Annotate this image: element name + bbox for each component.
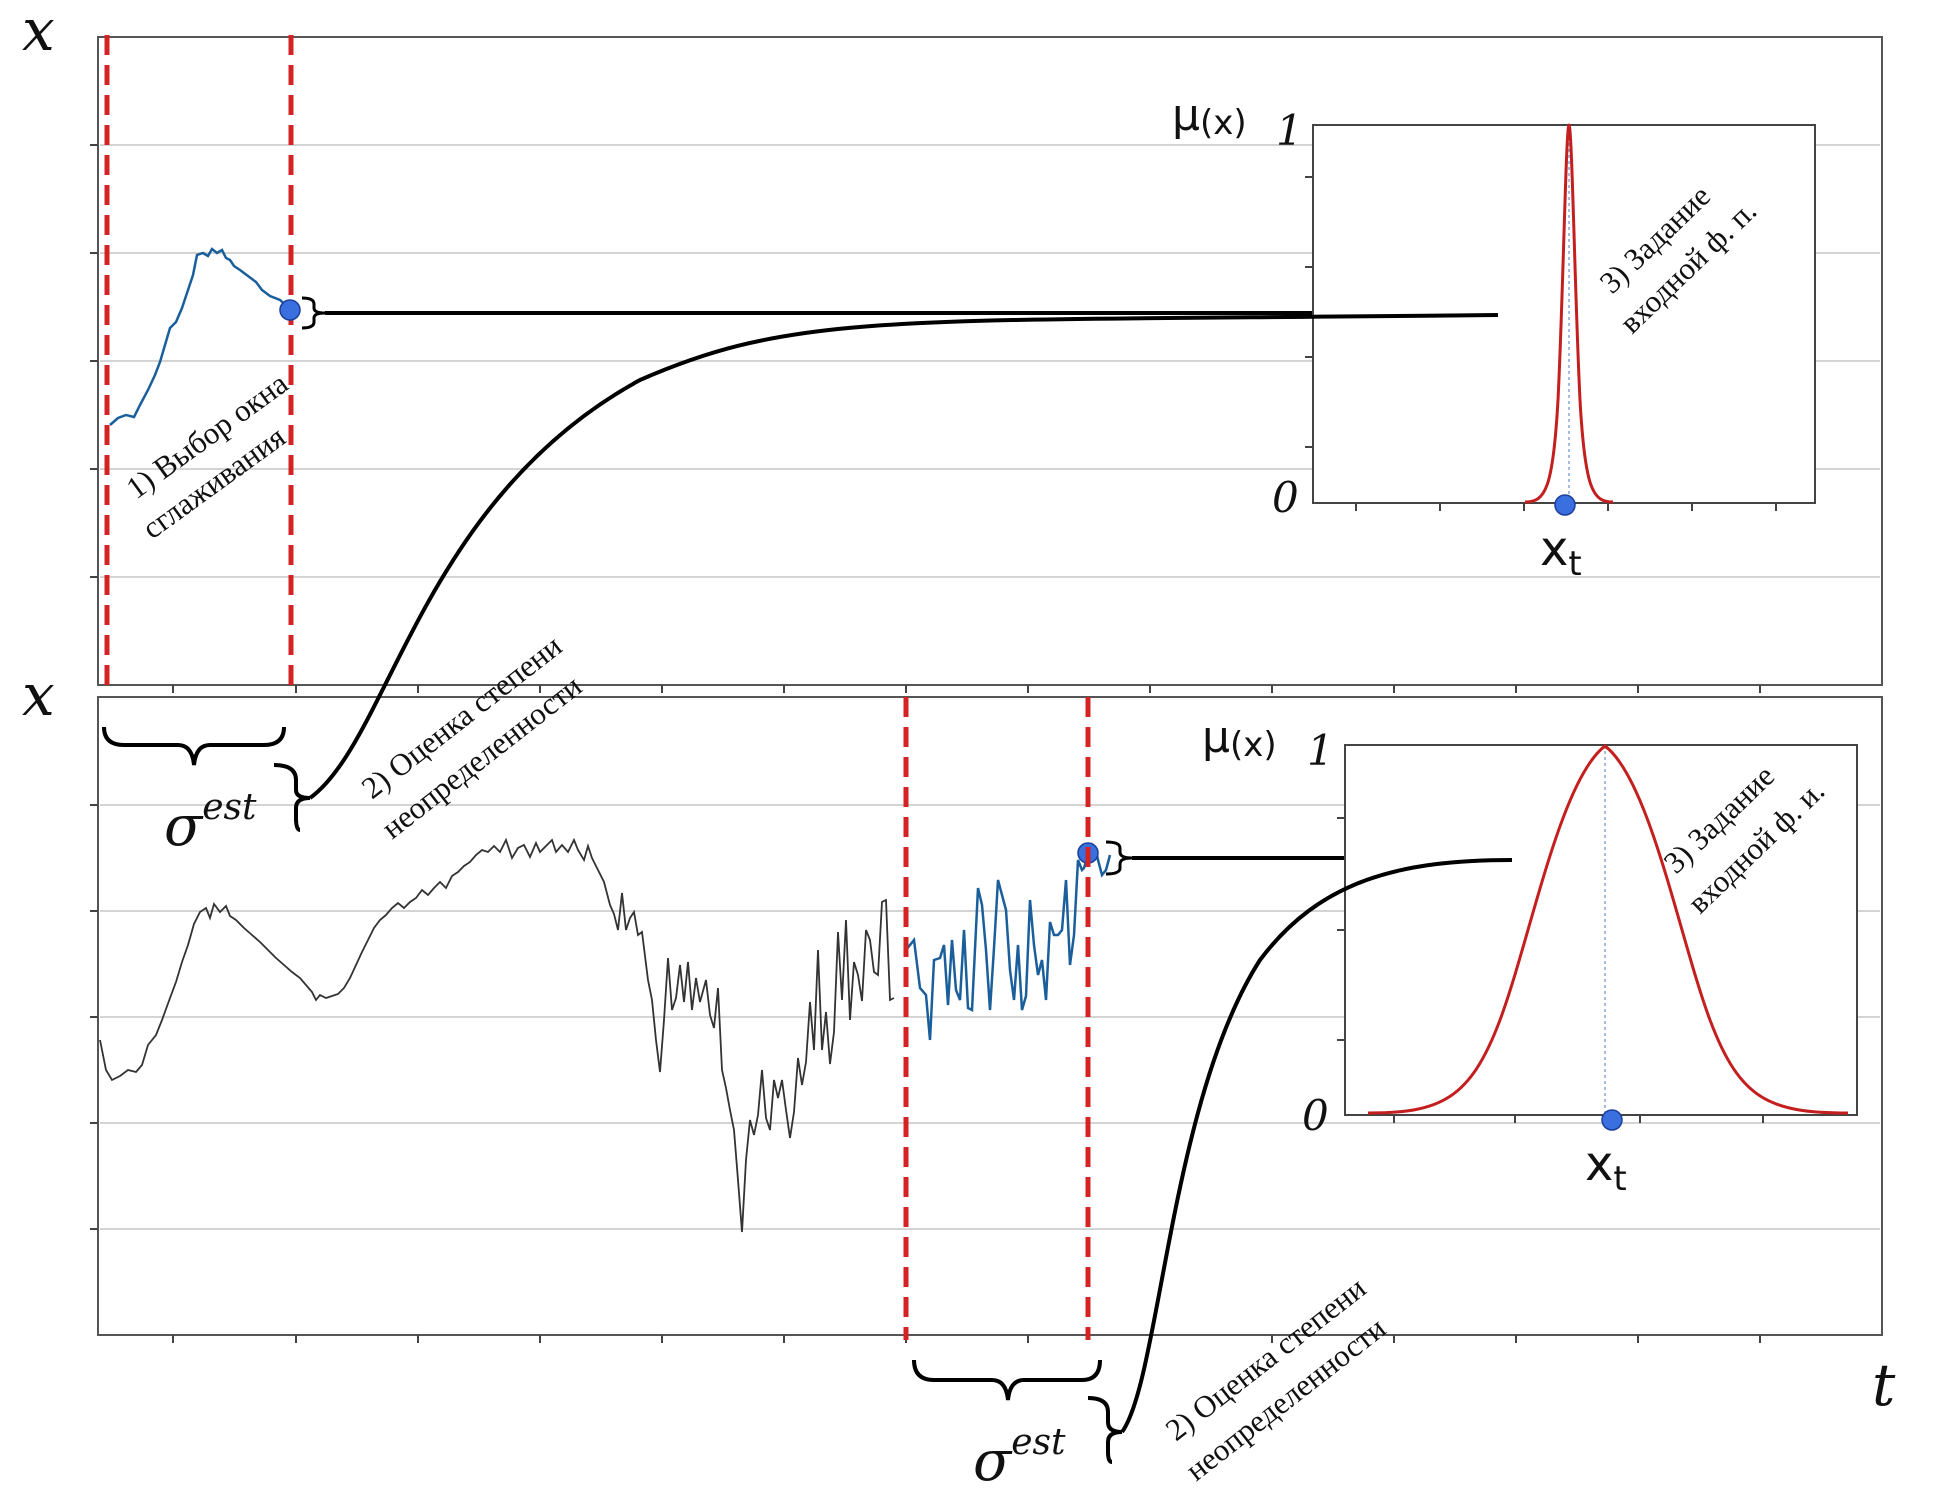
top-current-point-marker [279,299,301,321]
top-marker-brace [301,296,326,330]
top-y-ticks [90,144,98,578]
top-inset-mu-label: μ(x) [1172,90,1247,143]
top-sigma-connector-brace [273,763,311,832]
bottom-membership-curve [1367,744,1849,1115]
top-inset-xt-marker [1554,494,1576,516]
bottom-inset-xt-marker [1601,1109,1623,1131]
top-y-axis-symbol: x [22,0,55,64]
top-sigma-label: σest [164,787,257,859]
bottom-series-highlight [905,842,1112,1041]
top-inset-y-bottom-label: 0 [1272,473,1299,522]
bottom-inset-mu-label: μ(x) [1202,712,1277,765]
bottom-x-ticks [172,1335,1761,1343]
t-axis-symbol: t [1872,1351,1896,1419]
bottom-inset-xt-label: xt [1585,1136,1627,1199]
top-curved-arrow [308,313,1499,800]
bottom-sigma-label: σest [973,1422,1066,1494]
top-inset-frame [1312,124,1816,504]
top-inset-y-top-label: 1 [1276,106,1303,155]
bottom-sigma-brace [912,1359,1102,1401]
bottom-y-axis-symbol: x [22,661,55,729]
top-membership-inset: μ(x) 1 0 xt 3) Задание входной ф. п. [1172,90,1816,584]
top-sigma-brace [102,726,286,766]
top-series-highlight [109,247,291,426]
top-x-ticks [172,685,1761,693]
bottom-y-ticks [90,804,98,1230]
bottom-inset-ticks [1337,817,1764,1123]
bottom-inset-frame [1344,744,1858,1116]
bottom-membership-inset: μ(x) 1 0 xt 3) Задание входной ф. и. [1202,712,1858,1199]
top-inset-xt-label: xt [1540,521,1582,584]
bottom-curved-arrow [1120,858,1513,1434]
top-membership-curve [1524,123,1614,504]
bottom-series-base [99,837,895,1233]
bottom-inset-y-top-label: 1 [1307,726,1334,775]
bottom-sigma-connector-brace [1087,1396,1123,1464]
bottom-inset-y-bottom-label: 0 [1302,1091,1329,1140]
top-inset-ticks [1305,176,1777,511]
